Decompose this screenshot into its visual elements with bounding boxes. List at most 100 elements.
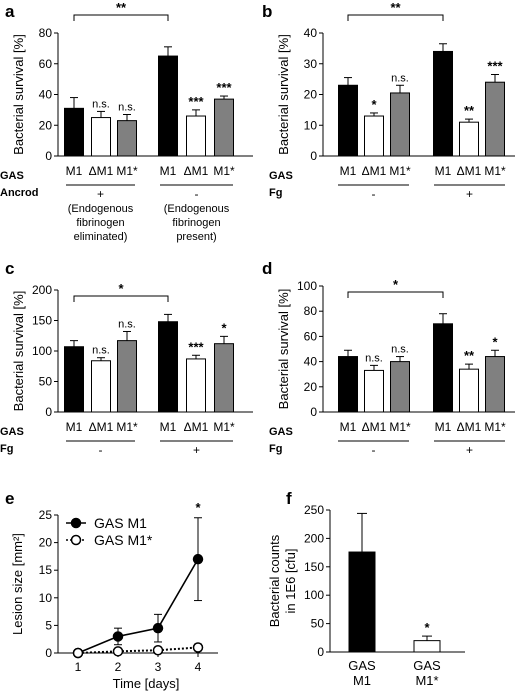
x-axis-title: Time [days] (113, 676, 180, 691)
y-tick-label: 40 (304, 355, 318, 369)
y-tick-label: 5 (45, 618, 52, 632)
bar (433, 323, 453, 413)
significance-label: ** (464, 348, 475, 363)
y-tick-label: 150 (304, 560, 324, 574)
panel-letter-f: f (286, 489, 292, 508)
bracket-significance-label: ** (116, 0, 127, 15)
y-axis-title-line: Bacterial counts (267, 534, 282, 627)
y-tick-label: 80 (304, 304, 318, 318)
x-category-label: M1* (389, 420, 411, 434)
y-tick-label: 50 (39, 375, 53, 389)
significance-bracket (347, 291, 444, 298)
y-tick-label: 0 (310, 405, 317, 419)
significance-label: *** (188, 339, 204, 354)
significance-label: n.s. (365, 352, 383, 364)
y-tick-label: 100 (297, 279, 317, 293)
x-category-label: M1* (389, 164, 411, 178)
y-tick-label: 20 (39, 536, 53, 550)
legend-label: GAS M1 (94, 515, 147, 531)
significance-label: * (195, 500, 201, 515)
x-category-label: ΔM1 (457, 164, 482, 178)
row-label-gas: GAS (0, 170, 24, 182)
significance-label: * (221, 320, 227, 335)
panel-d: 0 20 40 60 80 100 Bacterial survival [%] M1 n.s.… (269, 277, 515, 457)
group-sign: - (372, 443, 376, 457)
group-note: eliminated) (74, 231, 128, 243)
y-tick-label: 60 (39, 57, 53, 71)
bar (485, 81, 505, 157)
y-tick-label: 100 (304, 588, 324, 602)
y-axis-title: Lesion size [mm²] (10, 533, 25, 635)
bar (91, 360, 111, 413)
x-category-label: GAS (413, 658, 441, 673)
y-tick-label: 150 (32, 314, 52, 328)
bar (459, 121, 479, 157)
bar (433, 50, 453, 157)
x-category-label: M1* (484, 420, 506, 434)
x-category-label: M1* (415, 673, 438, 688)
x-category-label: M1 (435, 164, 452, 178)
x-category-label: M1* (213, 420, 235, 434)
bar (64, 107, 84, 157)
significance-label: n.s. (92, 345, 110, 357)
bar (214, 98, 234, 157)
y-tick-label: 15 (39, 563, 53, 577)
y-tick-label: 40 (304, 26, 318, 40)
data-point (112, 631, 124, 642)
panel-e: 0 5 10 15 20 25 1 2 3 4 Time [days] Lesion size [mm… (10, 500, 218, 691)
y-tick-label: 30 (304, 57, 318, 71)
y-tick-label: 0 (317, 645, 324, 659)
group-sign: - (195, 187, 199, 201)
bar (390, 92, 410, 157)
x-category-label: ΔM1 (362, 164, 387, 178)
bar (91, 117, 111, 157)
bar (117, 340, 137, 413)
bar (158, 321, 178, 413)
bar (338, 84, 358, 157)
data-point (152, 622, 164, 634)
x-category-label: M1 (340, 420, 357, 434)
significance-bracket (73, 295, 169, 302)
panel-letter-e: e (5, 489, 14, 508)
bar (214, 343, 234, 413)
group-sign: - (99, 443, 103, 457)
bar (413, 640, 441, 653)
y-axis-title: Bacterial survival [%] (276, 34, 291, 155)
bar (117, 120, 137, 157)
x-category-label: M1* (116, 420, 138, 434)
data-point (72, 647, 84, 659)
y-tick-label: 0 (45, 149, 52, 163)
y-tick-label: 0 (45, 646, 52, 660)
bar (390, 361, 410, 413)
panel-letter-b: b (262, 2, 272, 21)
y-tick-label: 10 (39, 591, 53, 605)
x-category-label: GAS (348, 658, 376, 673)
x-category-label: M1 (160, 164, 177, 178)
y-tick-label: 20 (39, 118, 53, 132)
x-tick-label: 2 (115, 660, 122, 674)
y-tick-label: 40 (39, 88, 53, 102)
group-sign: + (466, 443, 473, 457)
y-axis-title: Bacterial survival [%] (11, 34, 26, 155)
y-tick-label: 25 (39, 508, 53, 522)
series-line (77, 558, 199, 654)
row-label-gas: GAS (269, 170, 293, 182)
row-label-condition: Fg (0, 443, 13, 455)
data-point (112, 646, 124, 657)
x-tick-label: 1 (75, 660, 82, 674)
group-sign: + (193, 443, 200, 457)
bracket-significance-label: * (118, 281, 124, 296)
x-category-label: M1 (66, 420, 83, 434)
significance-label: n.s. (92, 98, 110, 110)
y-tick-label: 20 (304, 380, 318, 394)
x-category-label: M1 (353, 673, 371, 688)
group-sign: + (466, 187, 473, 201)
x-category-label: M1 (66, 164, 83, 178)
panel-letter-a: a (5, 2, 15, 21)
bar (158, 55, 178, 157)
significance-label: n.s. (118, 318, 136, 330)
series-line (77, 646, 199, 654)
row-label-condition: Fg (269, 443, 282, 455)
